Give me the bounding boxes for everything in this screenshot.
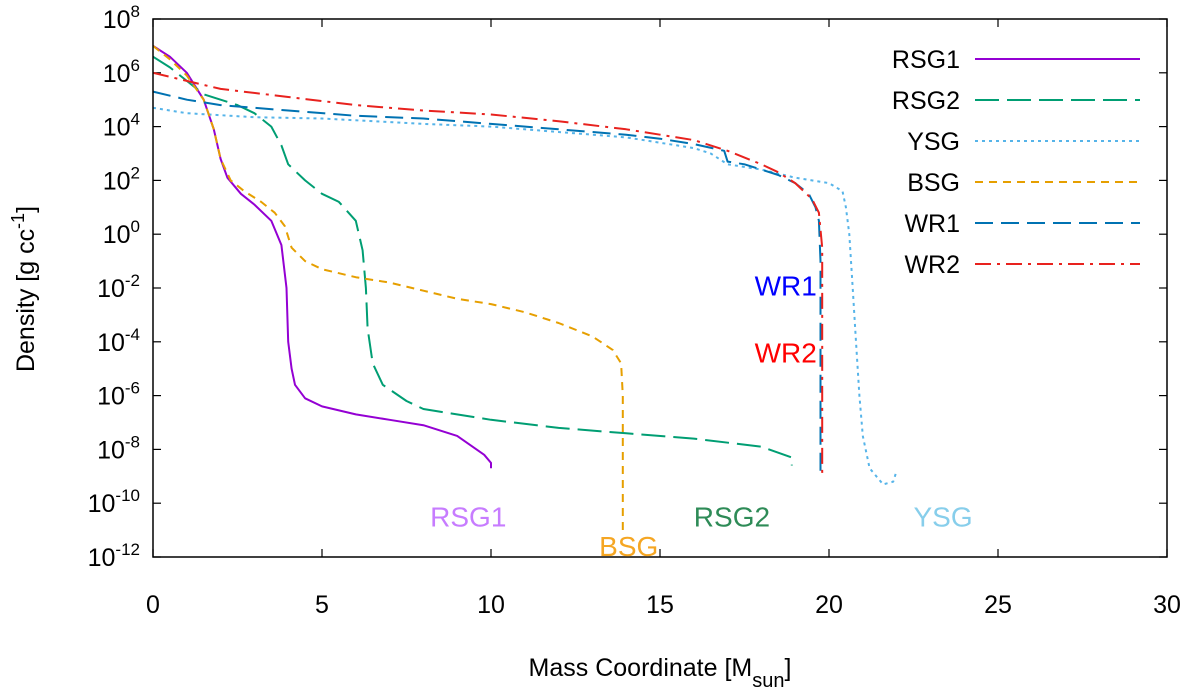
curve-annotations: WR1 WR2 RSG1 BSG RSG2 YSG [430,270,972,562]
x-tick-label: 15 [646,591,674,619]
legend-label-bsg: BSG [907,169,960,197]
legend: RSG1 RSG2 YSG BSG WR1 WR2 [892,46,1140,279]
x-tick-label: 5 [315,591,329,619]
legend-label-rsg1: RSG1 [892,46,960,74]
y-tick-label: 10-4 [97,325,140,357]
annotation-rsg1: RSG1 [430,502,506,533]
annotation-rsg2: RSG2 [694,502,770,533]
y-axis-title: Density [g cc-1] [8,206,40,372]
annotation-ysg: YSG [914,502,973,533]
x-tick-label: 25 [984,591,1012,619]
series-line-ysg [152,106,898,486]
y-tick-label: 10-6 [97,379,140,411]
legend-label-wr1: WR1 [904,210,960,238]
plot-frame [152,18,1168,558]
legend-label-rsg2: RSG2 [892,87,960,115]
x-tick-label: 0 [146,591,160,619]
series-line-rsg2 [152,55,793,466]
y-tick-label: 10-10 [88,486,140,518]
x-tick-label: 30 [1153,591,1181,619]
annotation-bsg: BSG [599,531,658,562]
y-tick-label: 100 [103,217,140,249]
x-tick-label: 10 [477,591,505,619]
y-tick-label: 10-8 [97,432,140,464]
y-tick-label: 104 [103,110,140,142]
legend-label-ysg: YSG [907,128,960,156]
x-tick-label: 20 [815,591,843,619]
x-axis-title: Mass Coordinate [Msun] [529,654,792,692]
annotation-wr1: WR1 [755,270,817,301]
series-line-bsg [152,45,624,531]
y-tick-label: 102 [103,163,140,195]
series-lines [152,45,898,531]
y-tick-label: 108 [103,2,140,34]
x-tick-labels: 0 5 10 15 20 25 30 [146,591,1181,619]
y-tick-label: 10-2 [97,271,140,303]
series-line-wr2 [152,71,824,477]
y-tick-label: 106 [103,56,140,88]
y-tick-labels: 108 106 104 102 100 10-2 10-4 10-6 10-8 10-10 10-1… [88,2,140,572]
annotation-wr2: WR2 [755,338,817,369]
legend-label-wr2: WR2 [904,251,960,279]
series-line-wr1 [152,90,822,477]
y-tick-label: 10-12 [88,540,140,572]
